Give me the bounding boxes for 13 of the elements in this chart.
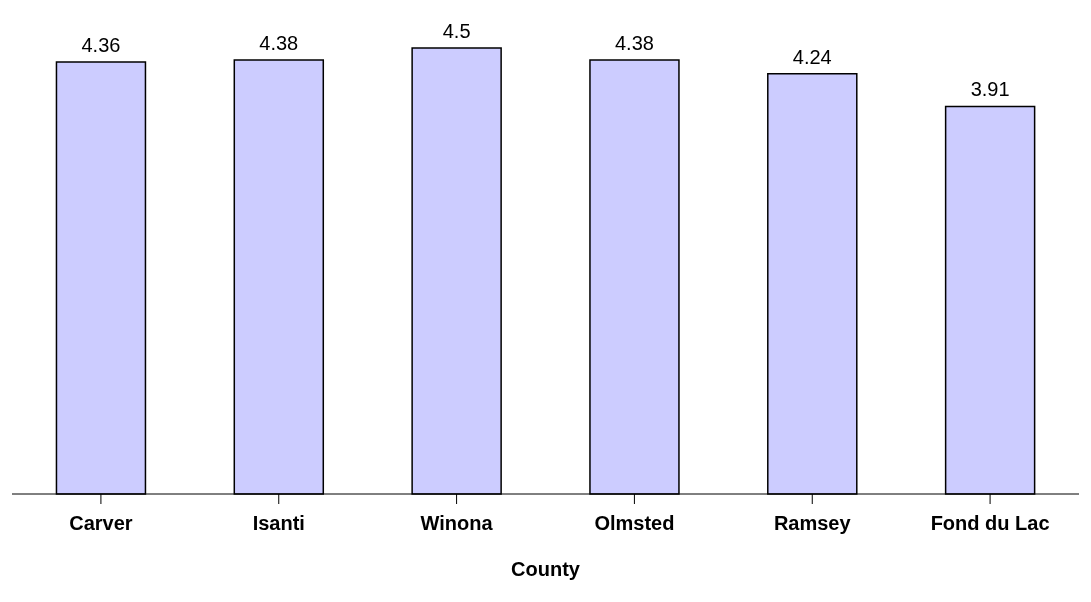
data-label: 4.24	[792, 45, 832, 68]
data-label: 4.5	[442, 20, 471, 42]
x-tick-label: Fond du Lac	[930, 512, 1050, 535]
x-tick-label: Ramsey	[773, 512, 852, 535]
x-tick-label: Winona	[420, 512, 494, 535]
x-tick-label: Carver	[69, 512, 133, 535]
data-label: 4.36	[81, 33, 121, 56]
data-label: 3.91	[970, 78, 1010, 101]
x-tick-label: Olmsted	[594, 512, 675, 535]
x-tick-label: Isanti	[252, 512, 305, 535]
x-axis-title: County	[511, 558, 581, 580]
data-label: 4.38	[614, 31, 654, 54]
data-label: 4.38	[259, 31, 299, 54]
